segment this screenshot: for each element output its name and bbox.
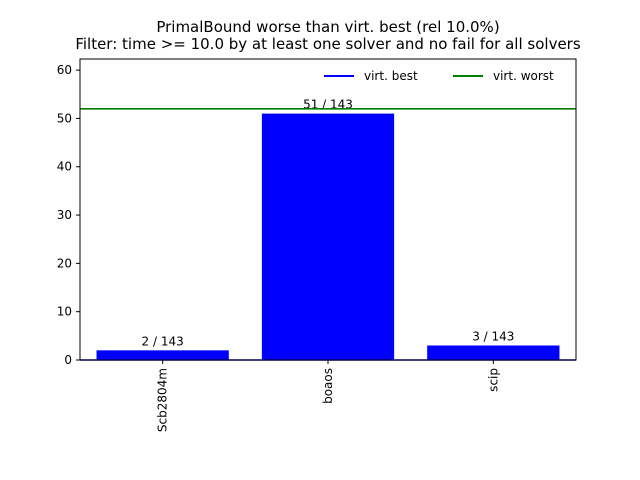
legend-label-virt-best: virt. best: [364, 69, 418, 83]
y-tick-label-50: 50: [57, 111, 72, 125]
chart-title-line-1: PrimalBound worse than virt. best (rel 1…: [156, 18, 499, 36]
bar-scip: [427, 345, 560, 360]
y-tick-label-0: 0: [64, 353, 72, 367]
x-tick-label-Scb2804m: Scb2804m: [156, 368, 170, 432]
x-tick-label-boaos: boaos: [321, 368, 335, 404]
bar-label-Scb2804m: 2 / 143: [142, 334, 184, 348]
y-tick-label-60: 60: [57, 63, 72, 77]
legend-label-virt-worst: virt. worst: [493, 69, 554, 83]
x-tick-label-scip: scip: [486, 368, 500, 392]
bar-boaos: [261, 113, 395, 360]
legend: virt. best virt. worst: [324, 69, 554, 83]
y-tick-label-20: 20: [57, 256, 72, 270]
bar-Scb2804m: [96, 350, 229, 360]
bar-label-scip: 3 / 143: [472, 330, 514, 344]
axes-frame: [79, 58, 577, 361]
y-tick-label-30: 30: [57, 208, 72, 222]
y-tick-label-10: 10: [57, 305, 72, 319]
chart-title-line-2: Filter: time >= 10.0 by at least one sol…: [75, 35, 581, 53]
y-tick-label-40: 40: [57, 160, 72, 174]
